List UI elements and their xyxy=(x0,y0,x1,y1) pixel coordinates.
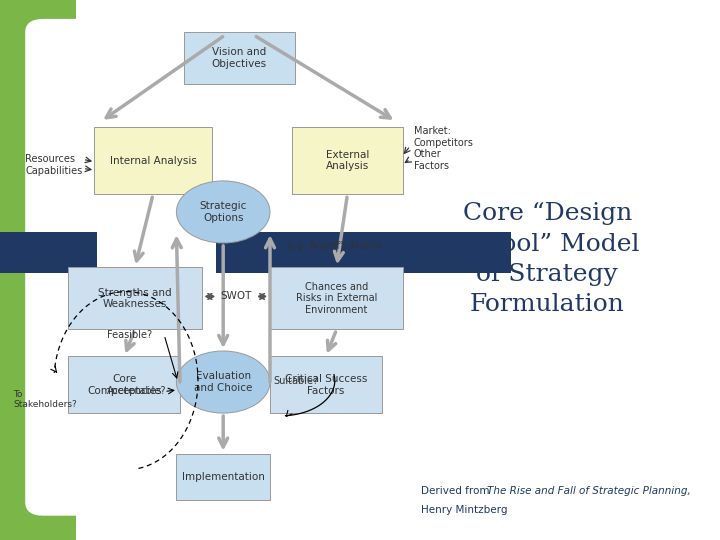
FancyArrowPatch shape xyxy=(266,239,274,382)
FancyBboxPatch shape xyxy=(68,267,202,329)
Text: e.g. Ansoff's Matrix: e.g. Ansoff's Matrix xyxy=(288,241,382,251)
Text: To
Stakeholders?: To Stakeholders? xyxy=(13,390,77,409)
FancyBboxPatch shape xyxy=(176,454,270,500)
FancyArrowPatch shape xyxy=(165,338,178,378)
FancyArrowPatch shape xyxy=(126,332,134,350)
FancyBboxPatch shape xyxy=(25,19,133,516)
Text: External
Analysis: External Analysis xyxy=(325,150,369,172)
FancyArrowPatch shape xyxy=(172,239,181,382)
Text: Feasible?: Feasible? xyxy=(107,330,152,340)
FancyArrowPatch shape xyxy=(256,37,390,118)
Text: Suitable?: Suitable? xyxy=(274,376,319,386)
Bar xyxy=(0,0,76,540)
FancyArrowPatch shape xyxy=(258,294,266,299)
FancyArrowPatch shape xyxy=(219,416,228,447)
FancyArrowPatch shape xyxy=(335,197,347,261)
Text: Core “Design
School” Model
of Strategy
Formulation: Core “Design School” Model of Strategy F… xyxy=(454,202,640,316)
Text: Implementation: Implementation xyxy=(181,471,265,482)
FancyArrowPatch shape xyxy=(405,157,412,163)
FancyArrowPatch shape xyxy=(107,37,222,118)
Text: Evaluation
and Choice: Evaluation and Choice xyxy=(194,372,253,393)
FancyBboxPatch shape xyxy=(292,127,403,194)
Bar xyxy=(216,232,511,273)
Text: Chances and
Risks in External
Environment: Chances and Risks in External Environmen… xyxy=(296,282,377,315)
Text: Strengths and
Weaknesses: Strengths and Weaknesses xyxy=(98,287,172,309)
FancyArrowPatch shape xyxy=(206,294,214,299)
Text: SWOT: SWOT xyxy=(220,292,252,301)
Text: Strategic
Options: Strategic Options xyxy=(199,201,247,222)
FancyBboxPatch shape xyxy=(270,267,403,329)
FancyArrowPatch shape xyxy=(85,157,91,163)
Text: Internal Analysis: Internal Analysis xyxy=(109,156,197,166)
Text: Core
Competencies: Core Competencies xyxy=(87,374,161,395)
FancyArrowPatch shape xyxy=(167,388,174,394)
FancyBboxPatch shape xyxy=(184,32,295,84)
FancyBboxPatch shape xyxy=(94,127,212,194)
Ellipse shape xyxy=(176,181,270,243)
FancyArrowPatch shape xyxy=(51,366,57,372)
Text: Derived from: Derived from xyxy=(421,486,493,496)
Text: Critical Success
Factors: Critical Success Factors xyxy=(284,374,367,395)
Text: The Rise and Fall of Strategic Planning,: The Rise and Fall of Strategic Planning, xyxy=(487,486,691,496)
Text: Resources
Capabilities: Resources Capabilities xyxy=(25,154,83,176)
FancyArrowPatch shape xyxy=(135,197,153,261)
FancyBboxPatch shape xyxy=(68,356,180,413)
FancyArrowPatch shape xyxy=(85,166,91,172)
FancyArrowPatch shape xyxy=(405,147,410,153)
Text: Acceptable?: Acceptable? xyxy=(107,387,166,396)
FancyArrowPatch shape xyxy=(219,246,228,345)
Text: Henry Mintzberg: Henry Mintzberg xyxy=(421,505,508,515)
Bar xyxy=(0,232,97,273)
Text: Market:
Competitors
Other
Factors: Market: Competitors Other Factors xyxy=(414,126,474,171)
Text: Vision and
Objectives: Vision and Objectives xyxy=(212,47,267,69)
FancyBboxPatch shape xyxy=(270,356,382,413)
FancyArrowPatch shape xyxy=(287,410,292,416)
Ellipse shape xyxy=(176,351,270,413)
FancyArrowPatch shape xyxy=(328,332,336,350)
